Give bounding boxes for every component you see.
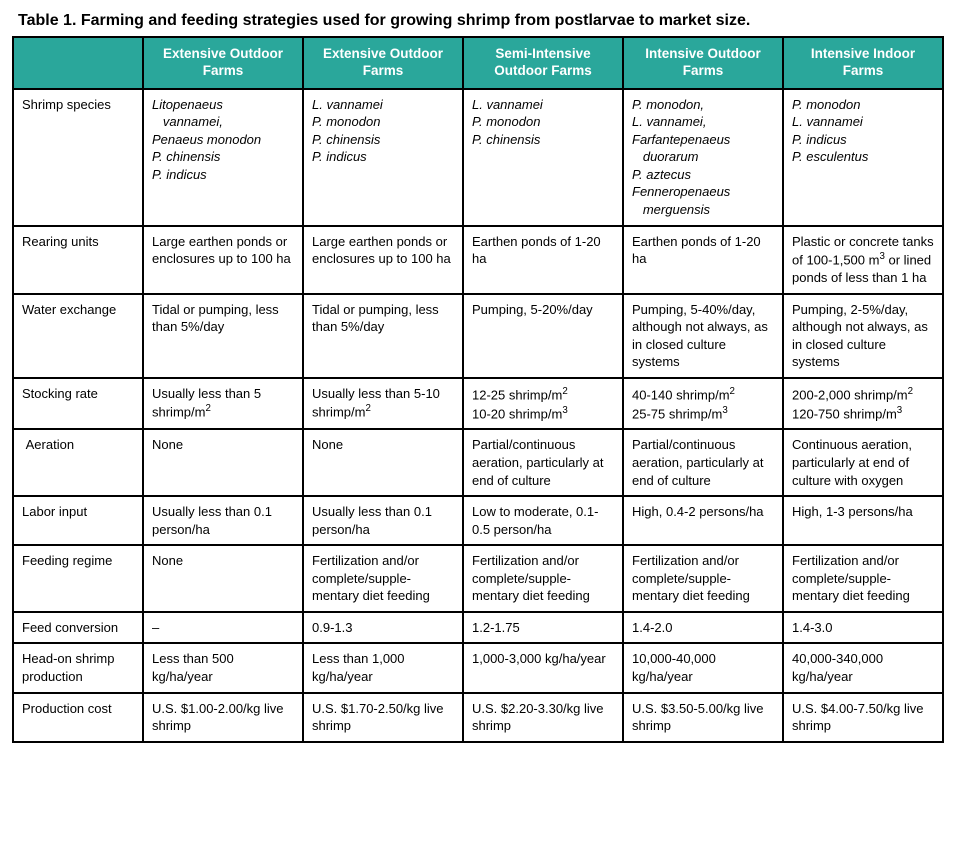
header-row: Extensive Outdoor Farms Extensive Outdoo…	[13, 37, 943, 89]
row-production: Head-on shrimp production Less than 500 …	[13, 643, 943, 692]
header-col-4: Intensive Outdoor Farms	[623, 37, 783, 89]
label-aeration: Aeration	[13, 429, 143, 496]
row-cost: Production cost U.S. $1.00-2.00/kg live …	[13, 693, 943, 742]
cell: Continuous aeration, particularly at end…	[783, 429, 943, 496]
cell: Earthen ponds of 1-20 ha	[463, 226, 623, 294]
cell: Usually less than 5-10 shrimp/m2	[303, 378, 463, 430]
farming-strategies-table: Extensive Outdoor Farms Extensive Outdoo…	[12, 36, 944, 743]
cell: Pumping, 2-5%/day, although not always, …	[783, 294, 943, 378]
cell: 40-140 shrimp/m225-75 shrimp/m3	[623, 378, 783, 430]
cell: Less than 500 kg/ha/year	[143, 643, 303, 692]
header-col-5: Intensive Indoor Farms	[783, 37, 943, 89]
cell: 40,000-340,000 kg/ha/year	[783, 643, 943, 692]
cell: 1.4-3.0	[783, 612, 943, 644]
cell: Large earthen ponds or enclosures up to …	[143, 226, 303, 294]
cell: 0.9-1.3	[303, 612, 463, 644]
cell: Tidal or pumping, less than 5%/day	[303, 294, 463, 378]
cell: Litopenaeus vannamei,Penaeus monodonP. c…	[143, 89, 303, 226]
cell: None	[143, 429, 303, 496]
cell: 1.4-2.0	[623, 612, 783, 644]
label-feeding: Feeding regime	[13, 545, 143, 612]
cell: Tidal or pumping, less than 5%/day	[143, 294, 303, 378]
cell: Pumping, 5-20%/day	[463, 294, 623, 378]
cell: 1,000-3,000 kg/ha/year	[463, 643, 623, 692]
cell: 10,000-40,000 kg/ha/year	[623, 643, 783, 692]
table-title: Table 1. Farming and feeding strategies …	[18, 12, 948, 30]
cell: U.S. $1.00-2.00/kg live shrimp	[143, 693, 303, 742]
cell: Usually less than 5 shrimp/m2	[143, 378, 303, 430]
row-stocking: Stocking rate Usually less than 5 shrimp…	[13, 378, 943, 430]
cell: Fertilization and/or complete/supple-men…	[623, 545, 783, 612]
cell: 1.2-1.75	[463, 612, 623, 644]
cell: Plastic or concrete tanks of 100-1,500 m…	[783, 226, 943, 294]
cell: Partial/continuous aeration, particularl…	[463, 429, 623, 496]
cell: High, 0.4-2 persons/ha	[623, 496, 783, 545]
cell: None	[303, 429, 463, 496]
header-col-1: Extensive Outdoor Farms	[143, 37, 303, 89]
cell: Less than 1,000 kg/ha/year	[303, 643, 463, 692]
cell: 12-25 shrimp/m210-20 shrimp/m3	[463, 378, 623, 430]
label-water: Water exchange	[13, 294, 143, 378]
label-conversion: Feed conversion	[13, 612, 143, 644]
row-rearing: Rearing units Large earthen ponds or enc…	[13, 226, 943, 294]
cell: Low to moderate, 0.1-0.5 person/ha	[463, 496, 623, 545]
cell: Partial/continuous aeration, particularl…	[623, 429, 783, 496]
header-blank	[13, 37, 143, 89]
label-species: Shrimp species	[13, 89, 143, 226]
cell: Usually less than 0.1 person/ha	[143, 496, 303, 545]
label-stocking: Stocking rate	[13, 378, 143, 430]
cell: 200-2,000 shrimp/m2120-750 shrimp/m3	[783, 378, 943, 430]
row-aeration: Aeration None None Partial/continuous ae…	[13, 429, 943, 496]
row-species: Shrimp species Litopenaeus vannamei,Pena…	[13, 89, 943, 226]
cell: P. monodon,L. vannamei,Farfantepenaeus d…	[623, 89, 783, 226]
cell: Pumping, 5-40%/day, although not always,…	[623, 294, 783, 378]
cell: U.S. $3.50-5.00/kg live shrimp	[623, 693, 783, 742]
cell: Fertilization and/or complete/supple-men…	[303, 545, 463, 612]
label-cost: Production cost	[13, 693, 143, 742]
cell: None	[143, 545, 303, 612]
cell: U.S. $4.00-7.50/kg live shrimp	[783, 693, 943, 742]
row-conversion: Feed conversion – 0.9-1.3 1.2-1.75 1.4-2…	[13, 612, 943, 644]
cell: Earthen ponds of 1-20 ha	[623, 226, 783, 294]
label-labor: Labor input	[13, 496, 143, 545]
row-labor: Labor input Usually less than 0.1 person…	[13, 496, 943, 545]
cell: U.S. $2.20-3.30/kg live shrimp	[463, 693, 623, 742]
header-col-3: Semi-Intensive Outdoor Farms	[463, 37, 623, 89]
cell: U.S. $1.70-2.50/kg live shrimp	[303, 693, 463, 742]
cell: Large earthen ponds or enclosures up to …	[303, 226, 463, 294]
cell: L. vannameiP. monodonP. chinensis	[463, 89, 623, 226]
label-rearing: Rearing units	[13, 226, 143, 294]
row-water: Water exchange Tidal or pumping, less th…	[13, 294, 943, 378]
cell: L. vannameiP. monodonP. chinensisP. indi…	[303, 89, 463, 226]
cell: –	[143, 612, 303, 644]
cell: Fertilization and/or complete/supple-men…	[783, 545, 943, 612]
header-col-2: Extensive Outdoor Farms	[303, 37, 463, 89]
cell: P. monodonL. vannameiP. indicusP. escule…	[783, 89, 943, 226]
row-feeding: Feeding regime None Fertilization and/or…	[13, 545, 943, 612]
cell: Fertilization and/or complete/supple-men…	[463, 545, 623, 612]
label-production: Head-on shrimp production	[13, 643, 143, 692]
cell: High, 1-3 persons/ha	[783, 496, 943, 545]
cell: Usually less than 0.1 person/ha	[303, 496, 463, 545]
